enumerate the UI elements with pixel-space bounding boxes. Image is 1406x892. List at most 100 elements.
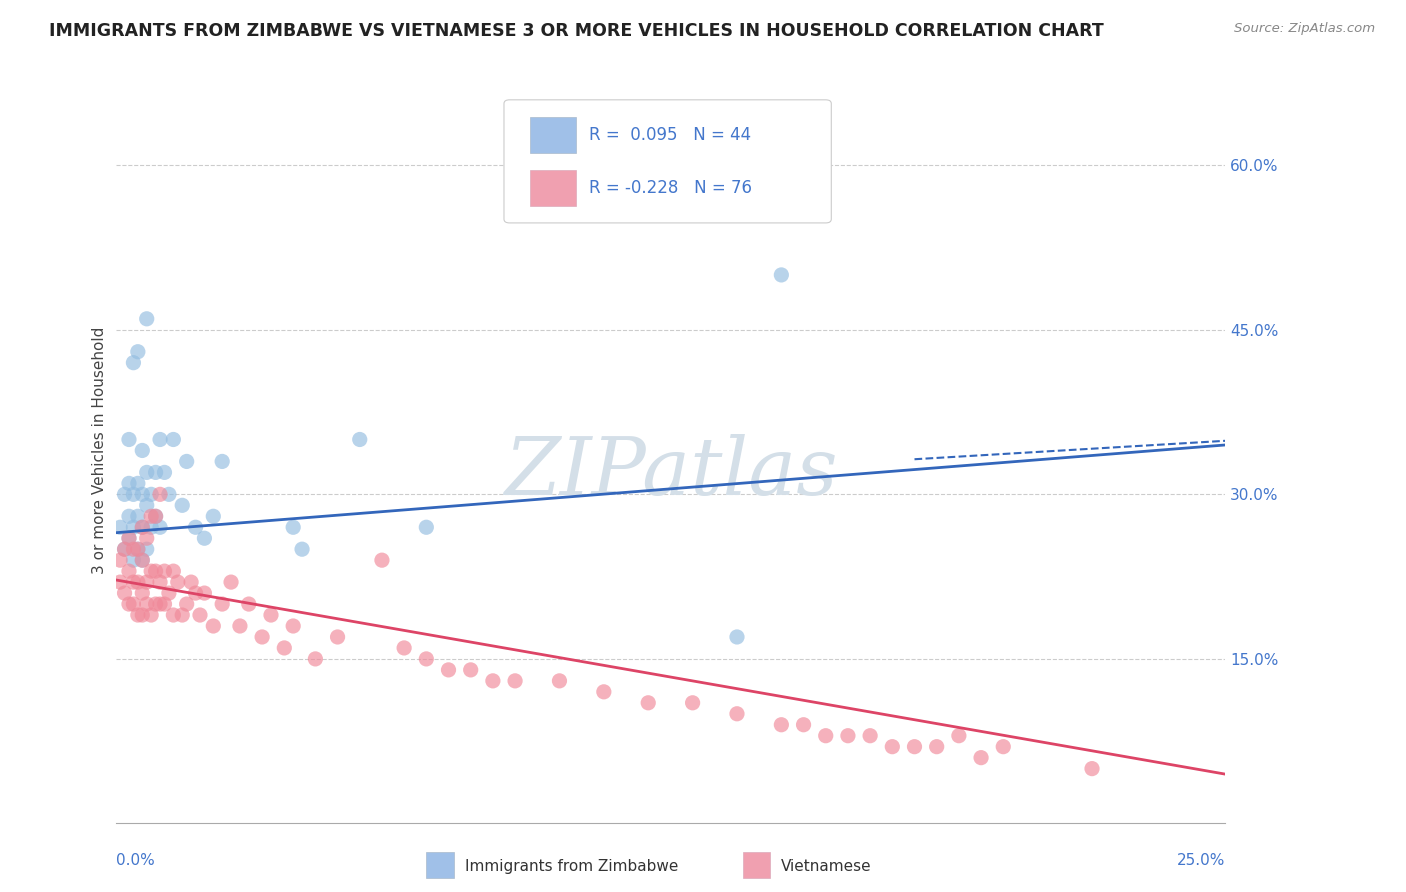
Point [127,607,149,622]
Point [925,739,948,754]
Point [141,607,163,622]
FancyBboxPatch shape [530,170,576,206]
Point [273,640,295,655]
Point [180,575,202,590]
Point [118,564,141,578]
Point [903,739,925,754]
Point [149,487,172,501]
Point [141,509,163,524]
Text: R = -0.228   N = 76: R = -0.228 N = 76 [589,179,752,197]
Point [135,531,157,545]
Point [122,487,145,501]
Point [149,520,172,534]
FancyBboxPatch shape [530,117,576,153]
Point [135,575,157,590]
Point [725,706,748,721]
Point [108,553,131,567]
Point [127,542,149,557]
Point [145,597,167,611]
Point [202,619,225,633]
Point [157,487,180,501]
Point [131,607,153,622]
Point [202,509,225,524]
Point [145,466,167,480]
Point [108,520,131,534]
Point [172,498,194,512]
Point [229,619,252,633]
Text: IMMIGRANTS FROM ZIMBABWE VS VIETNAMESE 3 OR MORE VEHICLES IN HOUSEHOLD CORRELATI: IMMIGRANTS FROM ZIMBABWE VS VIETNAMESE 3… [49,22,1104,40]
Point [184,520,207,534]
Point [118,531,141,545]
Point [114,542,136,557]
Point [326,630,349,644]
Point [238,597,260,611]
Text: Immigrants from Zimbabwe: Immigrants from Zimbabwe [465,858,679,873]
Point [770,717,793,731]
Point [770,268,793,282]
Point [415,520,437,534]
Point [211,597,233,611]
Point [131,586,153,600]
Point [548,673,571,688]
Point [503,673,526,688]
Point [211,454,233,468]
Point [127,344,149,359]
Point [176,454,198,468]
Point [145,564,167,578]
Point [166,575,188,590]
Point [725,630,748,644]
Point [153,466,176,480]
Point [118,597,141,611]
Point [114,487,136,501]
Y-axis label: 3 or more Vehicles in Household: 3 or more Vehicles in Household [93,326,107,574]
Text: 0.0%: 0.0% [115,854,155,868]
Point [162,433,184,447]
Point [131,520,153,534]
Text: 25.0%: 25.0% [1177,854,1225,868]
Point [193,531,215,545]
Point [304,652,326,666]
Point [162,564,184,578]
Point [172,607,194,622]
Text: R =  0.095   N = 44: R = 0.095 N = 44 [589,126,752,144]
Point [392,640,415,655]
Point [193,586,215,600]
Point [283,520,305,534]
Point [141,520,163,534]
Point [460,663,482,677]
Point [482,673,505,688]
Point [122,542,145,557]
Point [592,685,614,699]
Point [118,509,141,524]
Point [122,575,145,590]
Point [127,476,149,491]
Point [637,696,659,710]
Point [948,729,970,743]
Point [127,575,149,590]
Point [1081,762,1104,776]
Point [114,586,136,600]
Point [437,663,460,677]
Point [349,433,371,447]
Point [371,553,394,567]
Point [970,750,993,764]
Point [793,717,815,731]
Point [188,607,211,622]
Text: Source: ZipAtlas.com: Source: ZipAtlas.com [1234,22,1375,36]
Point [682,696,704,710]
Point [141,564,163,578]
Point [135,542,157,557]
Point [219,575,242,590]
Point [131,520,153,534]
Point [149,433,172,447]
Point [162,607,184,622]
Point [131,553,153,567]
Point [882,739,904,754]
Point [135,311,157,326]
Point [415,652,437,666]
Point [114,542,136,557]
Point [127,542,149,557]
Point [176,597,198,611]
Point [291,542,314,557]
Point [122,520,145,534]
